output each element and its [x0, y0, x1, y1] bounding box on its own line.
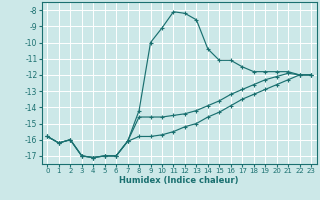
X-axis label: Humidex (Indice chaleur): Humidex (Indice chaleur)	[119, 176, 239, 185]
